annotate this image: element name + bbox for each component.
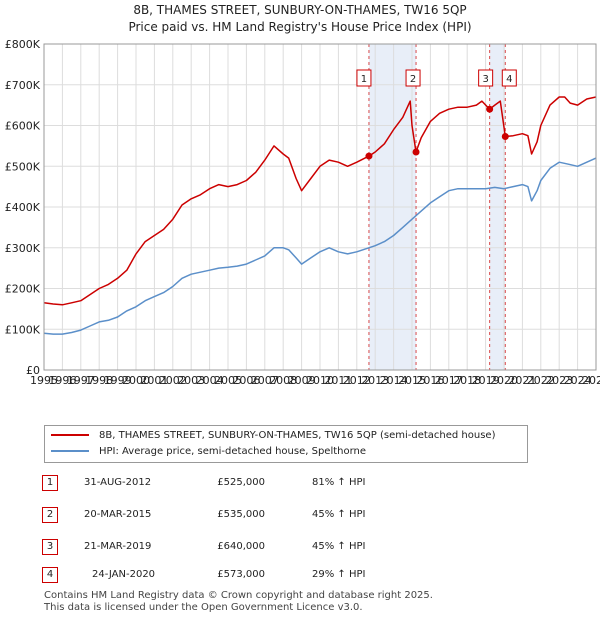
sale-price: £525,000 <box>217 477 265 488</box>
footer: Contains HM Land Registry data © Crown c… <box>44 590 433 614</box>
x-tick-label: 1995 <box>30 374 58 387</box>
sale-date: 24-JAN-2020 <box>92 569 156 580</box>
footer-licence: This data is licensed under the Open Gov… <box>44 602 363 613</box>
x-tick-label: 2021 <box>508 374 536 387</box>
y-tick-label: £100K <box>5 323 41 336</box>
sale-price: £573,000 <box>217 569 265 580</box>
x-tick-label: 2019 <box>472 374 500 387</box>
sale-hpi-change: 45% ↑ HPI <box>312 541 366 552</box>
x-tick-label: 2008 <box>269 374 297 387</box>
table-row: 3 21-MAR-2019 £640,000 45% ↑ HPI <box>0 539 600 555</box>
property-price-line <box>43 96 597 306</box>
x-tick-label: 2010 <box>306 374 334 387</box>
legend-label-hpi: HPI: Average price, semi-detached house,… <box>99 446 367 457</box>
legend-swatch-property <box>51 434 89 436</box>
legend-label-property: 8B, THAMES STREET, SUNBURY-ON-THAMES, TW… <box>99 430 496 441</box>
plot-frame <box>43 43 597 371</box>
x-tick-label: 2017 <box>435 374 463 387</box>
sale-number-label: 2 <box>410 74 416 85</box>
price-chart: 8B, THAMES STREET, SUNBURY-ON-THAMES, TW… <box>5 3 600 387</box>
sale-point <box>412 148 420 156</box>
sale-hpi-change: 29% ↑ HPI <box>312 569 366 580</box>
sale-number-box <box>405 69 421 87</box>
x-tick-label: 2022 <box>527 374 555 387</box>
x-tick-label: 2006 <box>232 374 260 387</box>
sale-number-box <box>501 69 517 87</box>
y-tick-label: £700K <box>5 79 41 92</box>
sale-date: 20-MAR-2015 <box>84 509 152 520</box>
chart-title: 8B, THAMES STREET, SUNBURY-ON-THAMES, TW… <box>133 3 466 17</box>
y-tick-label: £600K <box>5 120 41 133</box>
x-tick-label: 2005 <box>214 374 242 387</box>
sale-number-box <box>356 69 372 87</box>
hpi-line <box>43 157 597 335</box>
x-tick-label: 2004 <box>196 374 224 387</box>
x-tick-label: 1997 <box>67 374 95 387</box>
y-tick-label: £800K <box>5 38 41 51</box>
x-tick-label: 2003 <box>177 374 205 387</box>
sale-number-badge: 1 <box>42 475 58 491</box>
x-tick-label: 2000 <box>122 374 150 387</box>
legend: 8B, THAMES STREET, SUNBURY-ON-THAMES, TW… <box>44 425 528 463</box>
sale-number-label: 4 <box>506 74 512 85</box>
sale-price: £535,000 <box>217 509 265 520</box>
legend-item-property: 8B, THAMES STREET, SUNBURY-ON-THAMES, TW… <box>51 428 496 444</box>
table-row: 4 24-JAN-2020 £573,000 29% ↑ HPI <box>0 567 600 583</box>
y-tick-label: £500K <box>5 160 41 173</box>
x-tick-label: 2018 <box>453 374 481 387</box>
legend-swatch-hpi <box>51 450 89 452</box>
x-tick-label: 2012 <box>343 374 371 387</box>
y-tick-label: £400K <box>5 201 41 214</box>
x-tick-label: 2001 <box>140 374 168 387</box>
y-tick-label: £300K <box>5 242 41 255</box>
sale-number-badge: 4 <box>42 567 58 583</box>
table-row: 2 20-MAR-2015 £535,000 45% ↑ HPI <box>0 507 600 523</box>
x-tick-label: 2024 <box>564 374 592 387</box>
x-tick-label: 2015 <box>398 374 426 387</box>
x-tick-label: 2025 <box>582 374 600 387</box>
y-tick-label: £200K <box>5 283 41 296</box>
x-tick-label: 1996 <box>48 374 76 387</box>
x-tick-label: 2020 <box>490 374 518 387</box>
x-tick-label: 2014 <box>380 374 408 387</box>
x-tick-label: 2007 <box>251 374 279 387</box>
sale-date: 21-MAR-2019 <box>84 541 152 552</box>
sale-number-badge: 3 <box>42 539 58 555</box>
sale-point <box>501 133 509 141</box>
sale-point <box>486 105 494 113</box>
table-row: 1 31-AUG-2012 £525,000 81% ↑ HPI <box>0 475 600 491</box>
y-tick-label: £0 <box>26 364 40 377</box>
sale-point <box>365 152 373 160</box>
x-tick-label: 2009 <box>288 374 316 387</box>
x-tick-label: 2011 <box>324 374 352 387</box>
x-tick-label: 2002 <box>159 374 187 387</box>
sale-number-box <box>478 69 494 87</box>
sale-number-label: 1 <box>361 74 367 85</box>
sale-number-badge: 2 <box>42 507 58 523</box>
footer-copyright: Contains HM Land Registry data © Crown c… <box>44 590 433 601</box>
sale-hpi-change: 45% ↑ HPI <box>312 509 366 520</box>
sale-price: £640,000 <box>217 541 265 552</box>
legend-item-hpi: HPI: Average price, semi-detached house,… <box>51 444 366 460</box>
sale-date: 31-AUG-2012 <box>84 477 152 488</box>
x-tick-label: 2013 <box>361 374 389 387</box>
x-tick-label: 1998 <box>85 374 113 387</box>
x-tick-label: 2016 <box>416 374 444 387</box>
chart-subtitle: Price paid vs. HM Land Registry's House … <box>128 20 471 34</box>
x-tick-label: 1999 <box>104 374 132 387</box>
x-tick-label: 2023 <box>545 374 573 387</box>
sale-hpi-change: 81% ↑ HPI <box>312 477 366 488</box>
sale-number-label: 3 <box>482 74 488 85</box>
